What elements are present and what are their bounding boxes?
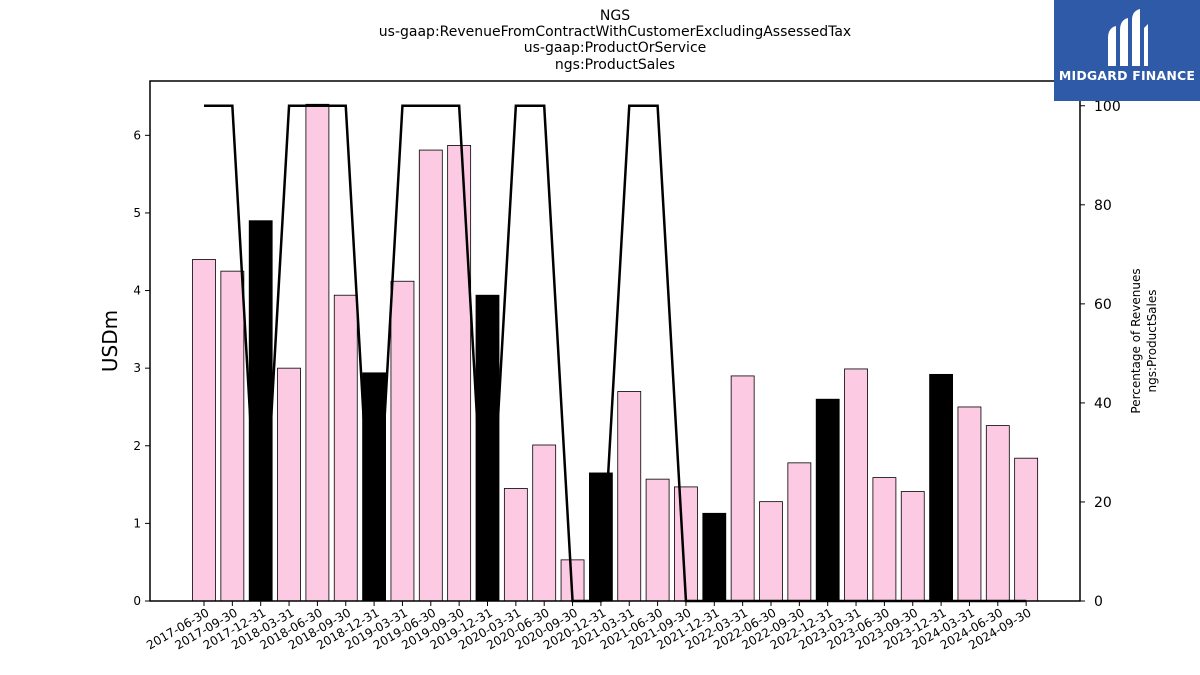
bar-quarter <box>957 406 982 602</box>
bar-quarter <box>787 462 812 602</box>
bar-annual <box>929 373 953 602</box>
bar-quarter <box>390 280 415 602</box>
bar-quarter <box>645 478 670 602</box>
bar-quarter <box>333 294 358 602</box>
bar-quarter <box>1014 457 1039 602</box>
y2-tick-label: 80 <box>1094 198 1112 214</box>
y-tick-label: 2 <box>133 439 141 453</box>
logo-text: MIDGARD FINANCE <box>1058 68 1196 83</box>
bar-annual <box>362 372 387 602</box>
bar-quarter <box>503 488 528 602</box>
y2-tick-label: 100 <box>1094 99 1121 115</box>
bar-series <box>192 103 1039 602</box>
bar-quarter <box>192 259 216 602</box>
chart-title-line-4: ngs:ProductSales <box>555 57 675 73</box>
bar-quarter <box>305 103 330 602</box>
y2-tick-label: 20 <box>1094 495 1112 511</box>
y-tick-label: 5 <box>133 206 141 220</box>
y2-tick-label: 0 <box>1094 594 1103 610</box>
plot-frame <box>149 80 1081 602</box>
bar-quarter <box>277 367 301 602</box>
bar-annual <box>815 398 840 602</box>
y2-axis-label-line-1: Percentage of Revenues <box>1129 268 1143 413</box>
chart-title: NGS us-gaap:RevenueFromContractWithCusto… <box>379 8 851 73</box>
bar-annual <box>702 512 727 602</box>
y-axis-label: USDm <box>98 310 122 372</box>
chart-title-line-1: NGS <box>600 8 630 24</box>
y-tick-label: 4 <box>133 284 141 298</box>
bar-quarter <box>872 477 897 602</box>
bar-quarter <box>844 368 868 602</box>
chart-title-line-3: us-gaap:ProductOrService <box>524 40 707 56</box>
y2-tick-label: 40 <box>1094 396 1112 412</box>
y-axis-right: 0 20 40 60 80 100 <box>1080 99 1121 610</box>
bar-quarter <box>985 425 1010 602</box>
y-tick-label: 1 <box>133 516 141 530</box>
y-tick-label: 3 <box>133 361 141 375</box>
y-tick-label: 0 <box>133 594 141 608</box>
bar-quarter <box>220 270 245 602</box>
bar-quarter <box>418 149 443 602</box>
bar-quarter <box>759 501 783 602</box>
bar-quarter <box>447 145 472 602</box>
bar-quarter <box>900 491 925 602</box>
bar-quarter <box>532 444 557 602</box>
y-axis-left: 0 1 2 3 4 5 6 <box>133 128 150 608</box>
y2-axis-label-line-2: ngs:ProductSales <box>1145 289 1159 392</box>
bar-annual <box>248 220 273 602</box>
x-axis: 2017-06-302017-09-302017-12-312018-03-31… <box>144 601 1034 652</box>
y2-tick-label: 60 <box>1094 297 1112 313</box>
y-tick-label: 6 <box>133 128 141 142</box>
logo-mark-icon <box>1108 9 1148 66</box>
bar-quarter <box>730 375 755 602</box>
brand-logo: MIDGARD FINANCE <box>1054 0 1200 101</box>
bar-quarter <box>617 391 642 602</box>
chart-title-line-2: us-gaap:RevenueFromContractWithCustomerE… <box>379 24 851 40</box>
